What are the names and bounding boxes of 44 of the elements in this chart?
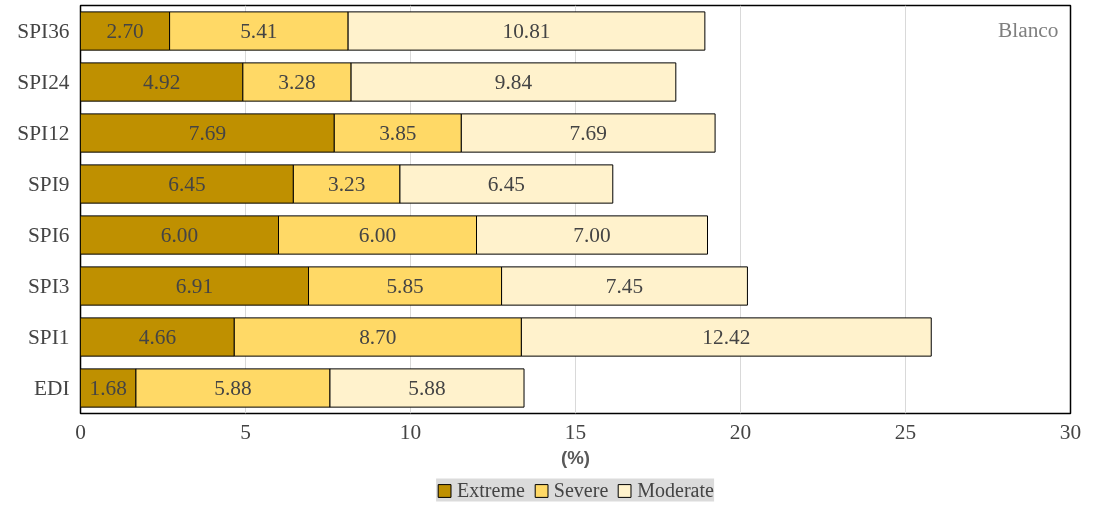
data-label: 7.69 <box>569 121 607 145</box>
data-label: 6.45 <box>168 172 206 196</box>
y-tick-label: SPI36 <box>17 19 70 43</box>
x-tick-label: 15 <box>564 419 587 444</box>
data-label: 6.00 <box>358 223 397 247</box>
annotation: Blanco <box>998 17 1059 42</box>
data-label: 6.45 <box>487 172 526 196</box>
data-label: 5.88 <box>214 376 252 400</box>
data-label: 3.23 <box>327 172 366 196</box>
y-tick-label: SPI12 <box>17 121 70 145</box>
data-label: 2.70 <box>106 19 144 43</box>
y-tick-label: SPI1 <box>28 325 70 349</box>
data-label: 6.00 <box>160 223 199 247</box>
data-label: 7.45 <box>605 274 644 298</box>
data-label: 3.28 <box>278 70 316 94</box>
x-tick-label: 10 <box>399 419 422 444</box>
y-tick-label: SPI24 <box>17 70 70 94</box>
data-label: 10.81 <box>502 19 551 43</box>
data-label: 4.66 <box>138 325 177 349</box>
x-tick-label: 5 <box>240 419 251 444</box>
legend-label: Moderate <box>637 478 714 502</box>
x-tick-label: 25 <box>894 419 917 444</box>
x-tick-label: 0 <box>75 419 86 444</box>
data-label: 7.00 <box>573 223 611 247</box>
data-label: 3.85 <box>379 121 417 145</box>
x-tick-label: 30 <box>1059 419 1082 444</box>
y-tick-label: SPI3 <box>28 274 70 298</box>
legend-label: Severe <box>553 478 609 502</box>
x-tick-label: 20 <box>729 419 752 444</box>
legend-label: Extreme <box>457 478 525 502</box>
data-label: 12.42 <box>702 325 751 349</box>
y-tick-label: SPI9 <box>28 172 70 196</box>
data-label: 9.84 <box>494 70 533 94</box>
y-tick-label: EDI <box>33 376 70 400</box>
y-tick-label: SPI6 <box>28 223 70 247</box>
data-label: 5.88 <box>408 376 446 400</box>
data-label: 6.91 <box>175 274 214 298</box>
data-label: 1.68 <box>89 376 127 400</box>
data-label: 5.41 <box>240 19 278 43</box>
data-label: 8.70 <box>359 325 397 349</box>
x-axis-title: (%) <box>560 446 591 468</box>
data-label: 5.85 <box>386 274 424 298</box>
data-label: 4.92 <box>143 70 181 94</box>
data-label: 7.69 <box>188 121 227 145</box>
